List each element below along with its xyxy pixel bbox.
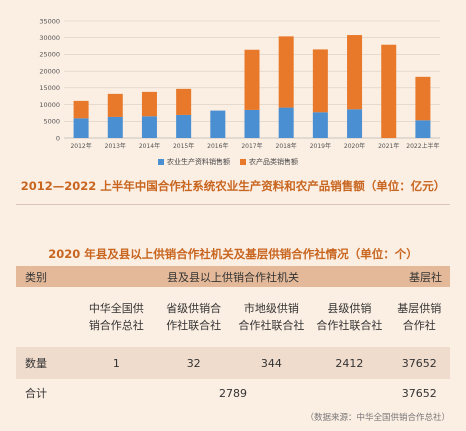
bar-agri-products-9: [381, 44, 397, 139]
subheader-provincial-line1: 省级供销合: [166, 302, 222, 315]
x-tick-label: 2022上半年: [406, 142, 439, 150]
legend-swatch-orange: [240, 159, 246, 165]
bar-agri-supplies-4: [210, 110, 226, 138]
x-tick-label: 2016年: [207, 142, 228, 150]
total-grassroots: 37652: [401, 386, 437, 400]
bar-agri-supplies-6: [278, 107, 294, 138]
table-subheader-row: 中华全国供销合作总社 省级供销合作社联合社 市地级供销合作社联合社 县级供销合作…: [16, 287, 450, 347]
total-group: 2789: [219, 386, 248, 400]
bar-agri-products-3: [176, 88, 192, 115]
bar-agri-supplies-8: [347, 109, 363, 138]
bar-agri-supplies-10: [415, 120, 431, 138]
legend-item-agri-products: 农产品类销售额: [240, 157, 298, 167]
subheader-county-line2: 合作社联合社: [316, 319, 383, 332]
legend-swatch-blue: [158, 159, 164, 165]
x-tick-label: 2014年: [139, 142, 160, 150]
total-label: 合计: [25, 387, 47, 400]
subheader-municipal-line1: 市地级供销: [243, 302, 299, 315]
x-tick-label: 2012年: [70, 142, 91, 150]
x-tick-label: 2013年: [105, 142, 126, 150]
bar-agri-products-6: [278, 36, 294, 108]
y-tick-label: 10000: [39, 101, 60, 109]
subheader-grassroots: 基层供销 合作社: [388, 287, 450, 347]
legend-label-agri-products: 农产品类销售额: [249, 158, 298, 166]
x-tick-label: 2018年: [276, 142, 297, 150]
count-county: 2412: [310, 347, 389, 379]
count-municipal: 344: [232, 347, 311, 379]
count-national: 1: [77, 347, 155, 379]
y-tick-label: 35000: [39, 17, 60, 25]
bar-agri-supplies-2: [141, 116, 157, 138]
bar-agri-supplies-0: [73, 118, 89, 138]
subheader-empty: [16, 287, 78, 347]
subheader-provincial-line2: 作社联合社: [166, 319, 222, 332]
subheader-municipal: 市地级供销合作社联合社: [232, 287, 310, 347]
bar-agri-products-0: [73, 100, 89, 119]
header-category: 类别: [16, 266, 78, 287]
bar-agri-products-1: [107, 93, 123, 117]
count-label: 数量: [16, 347, 78, 379]
y-tick-label: 20000: [39, 67, 60, 75]
x-tick-label: 2021年: [378, 142, 399, 150]
table-header-row: 类别 县及县以上供销合作社机关 基层社: [16, 266, 450, 287]
bar-chart: 0 5000 10000 15000 20000 25000 30000 35000 2012…: [39, 17, 440, 150]
x-tick-label: 2015年: [173, 142, 194, 150]
subheader-national-line2: 销合作总社: [88, 319, 144, 332]
legend-label-agri-supplies: 农业生产资料销售额: [167, 158, 230, 166]
x-tick-label: 2019年: [310, 142, 331, 150]
table-title: 2020 年县及县以上供销合作社机关及基层供销合作社情况（单位：个）: [48, 247, 418, 261]
bar-agri-products-7: [312, 49, 328, 113]
y-axis-ticks: 0 5000 10000 15000 20000 25000 30000 35000: [39, 17, 60, 142]
data-source: （数据来源：中华全国供销合作总社）: [305, 413, 450, 423]
y-tick-label: 0: [56, 134, 60, 142]
subheader-municipal-line2: 合作社联合社: [238, 319, 305, 332]
x-axis-ticks: 2012年 2013年 2014年 2015年 2016年 2017年 2018年 2019年…: [70, 142, 439, 150]
count-provincial: 32: [154, 347, 233, 379]
bar-agri-supplies-7: [312, 112, 328, 138]
chart-title: 2012—2022 上半年中国合作社系统农业生产资料和农产品销售额（单位：亿元）: [20, 179, 446, 193]
chart-legend: 农业生产资料销售额 农产品类销售额: [158, 157, 298, 167]
header-grassroots: 基层社: [388, 266, 450, 287]
subheader-county-line1: 县级供销: [327, 302, 372, 315]
bar-agri-supplies-1: [107, 116, 123, 138]
bar-agri-supplies-5: [244, 109, 260, 138]
count-grassroots: 37652: [388, 347, 450, 379]
subheader-national-line1: 中华全国供: [88, 302, 144, 315]
bar-agri-products-10: [415, 76, 431, 121]
bar-agri-supplies-3: [176, 114, 192, 138]
x-tick-label: 2020年: [344, 142, 365, 150]
legend-item-agri-supplies: 农业生产资料销售额: [158, 157, 230, 167]
cooperative-table: 类别 县及县以上供销合作社机关 基层社 中华全国供销合作总社 省级供销合作社联合…: [16, 266, 450, 407]
bar-agri-products-8: [347, 35, 363, 110]
y-tick-label: 5000: [43, 118, 60, 126]
table-total-row: 合计 2789 37652: [16, 379, 450, 407]
subheader-grassroots-line1: 基层供销: [397, 302, 442, 315]
y-tick-label: 15000: [39, 84, 60, 92]
section-divider: [16, 204, 450, 205]
subheader-county: 县级供销合作社联合社: [310, 287, 388, 347]
chart-bars: [73, 35, 431, 139]
header-group: 县及县以上供销合作社机关: [77, 266, 389, 287]
subheader-provincial: 省级供销合作社联合社: [155, 287, 232, 347]
bar-agri-products-2: [141, 91, 157, 117]
y-tick-label: 30000: [39, 34, 60, 42]
subheader-national: 中华全国供销合作总社: [78, 287, 155, 347]
table-count-row: 数量 1 32 344 2412 37652: [16, 347, 450, 379]
x-tick-label: 2017年: [241, 142, 262, 150]
bar-agri-products-5: [244, 49, 260, 110]
subheader-grassroots-line2: 合作社: [402, 319, 436, 332]
y-tick-label: 25000: [39, 51, 60, 59]
